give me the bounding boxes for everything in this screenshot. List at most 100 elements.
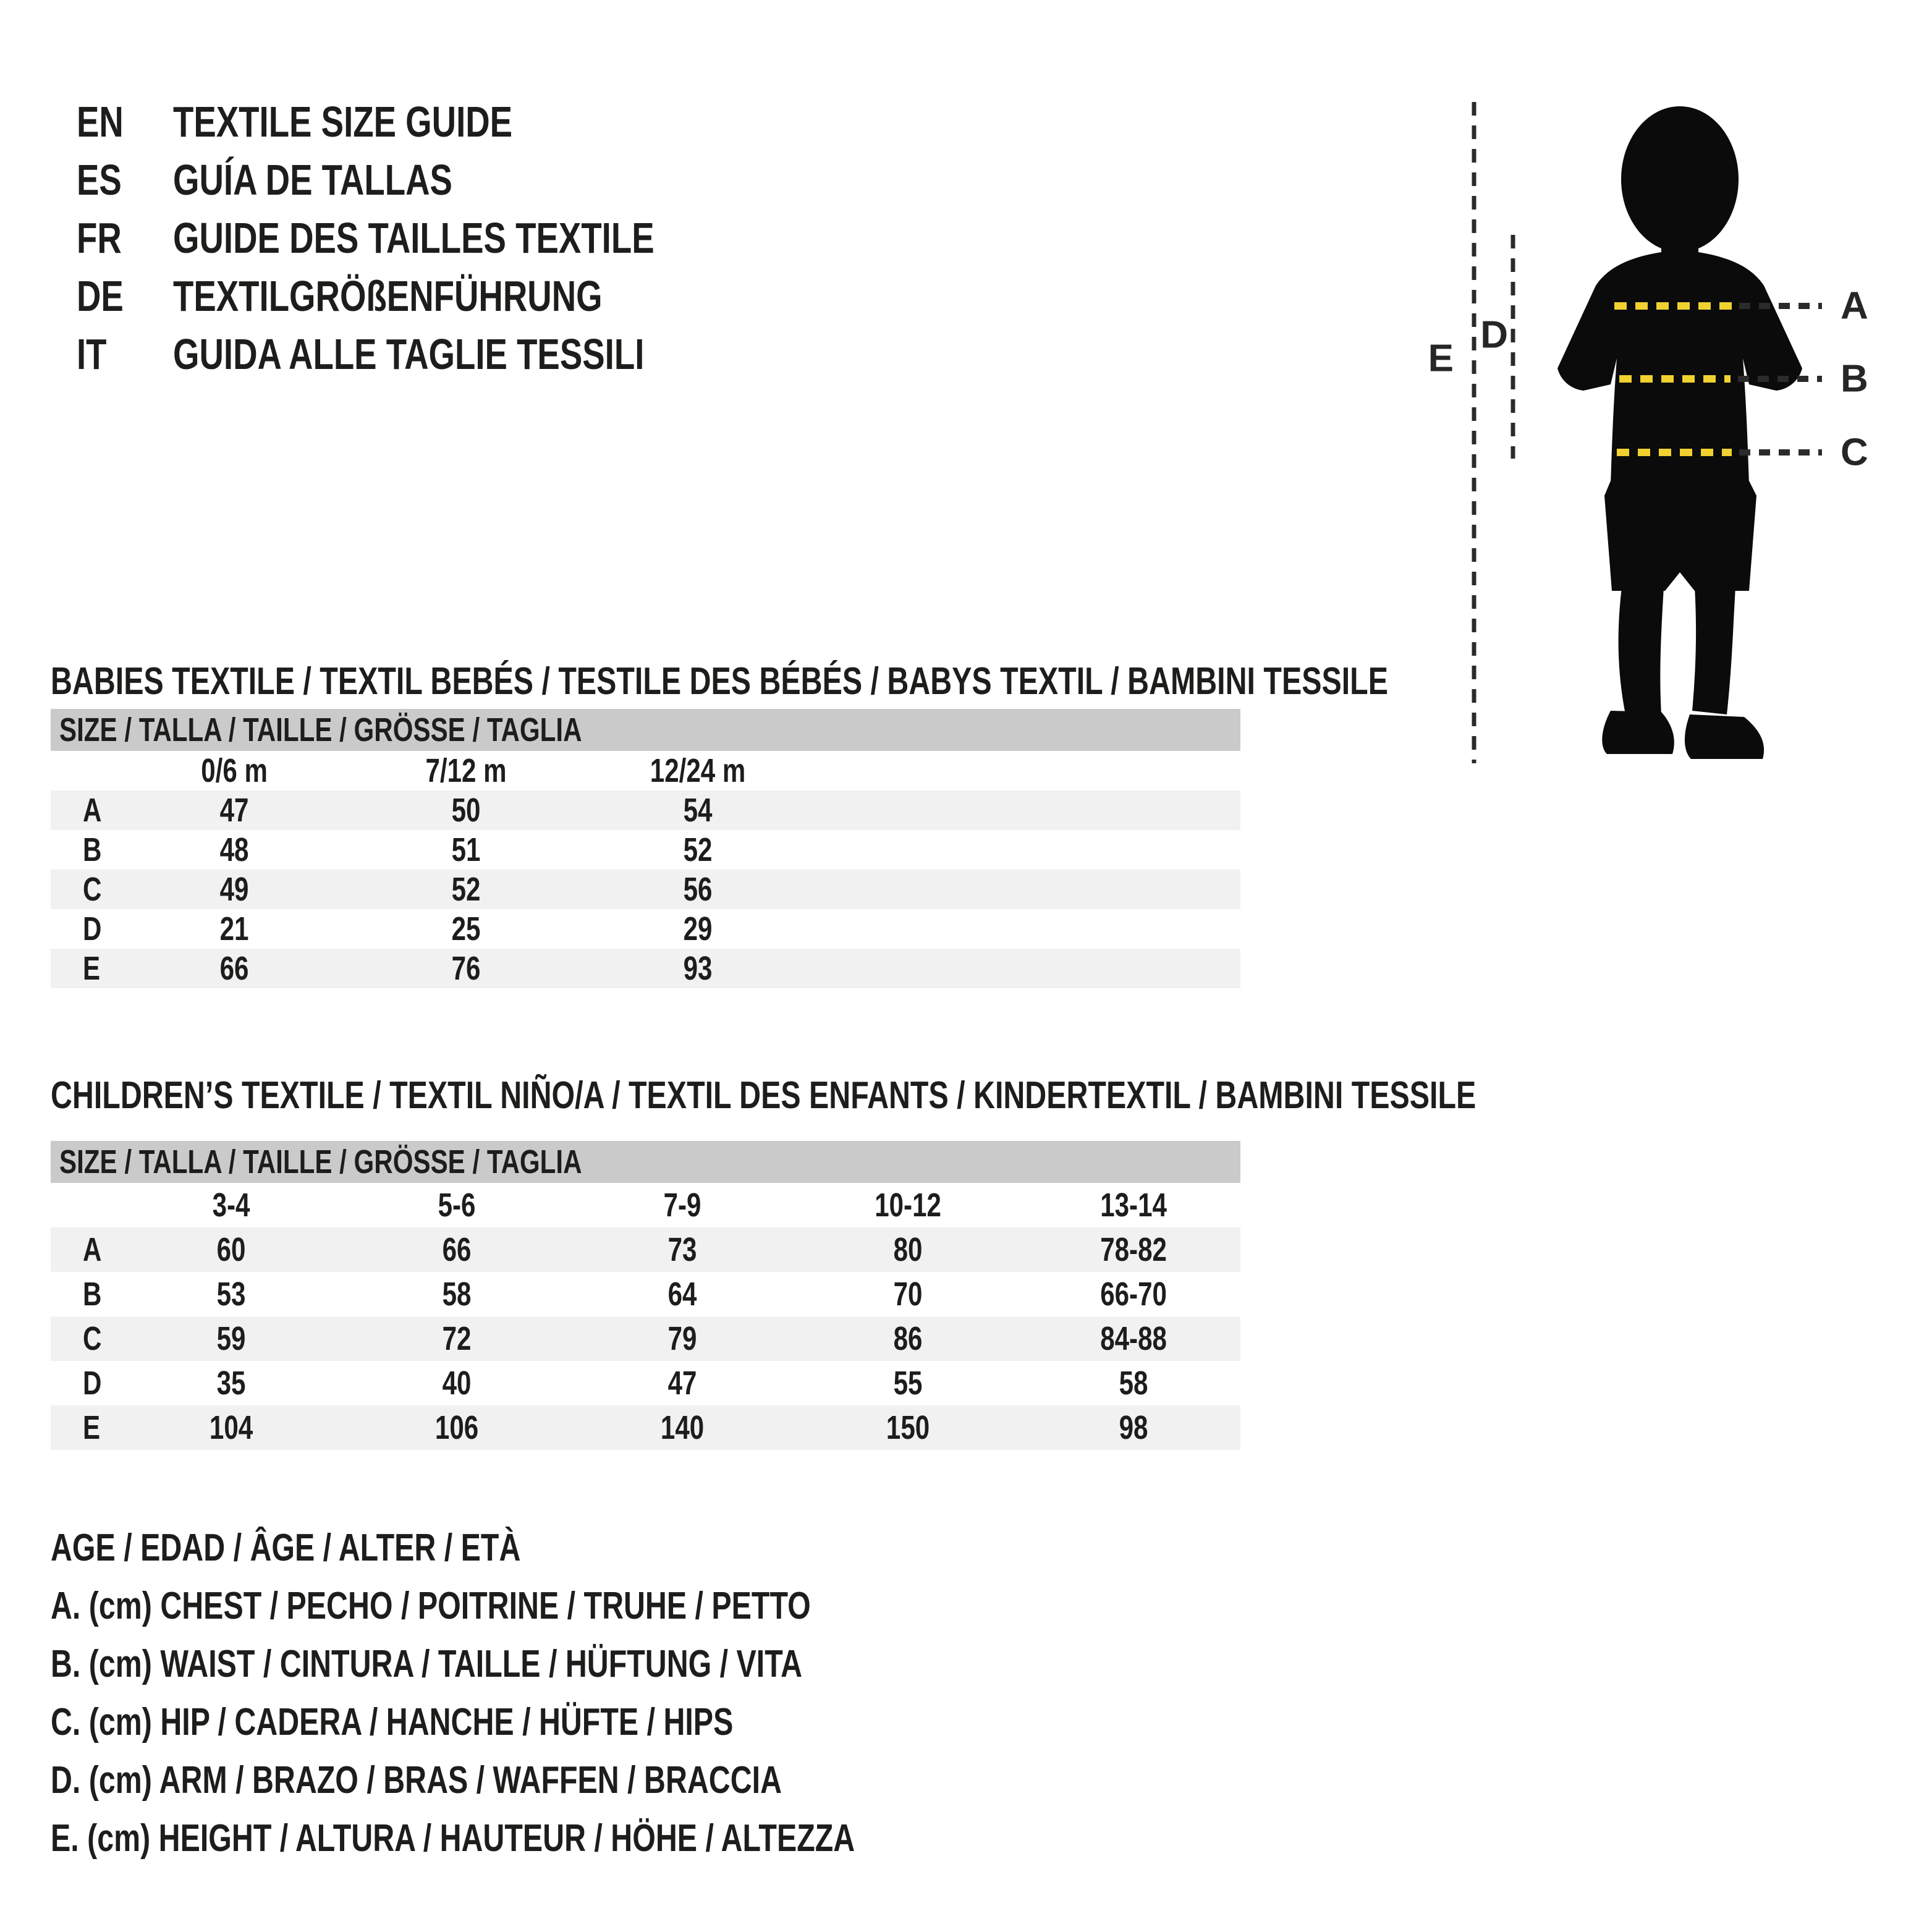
children-size-header-bar: SIZE / TALLA / TAILLE / GRÖSSE / TAGLIA [51, 1141, 1240, 1183]
lang-row-it: IT GUIDA ALLE TAGLIE TESSILI [77, 325, 790, 383]
table-row: C 49 52 56 [51, 870, 1240, 909]
cell-value: 59 [217, 1320, 246, 1357]
cell-value: 58 [443, 1276, 472, 1313]
cell-value: 73 [668, 1231, 697, 1268]
cell-value: 70 [894, 1276, 923, 1313]
lang-code-es: ES [77, 156, 122, 204]
cell-value: 93 [684, 950, 713, 987]
cell-value: 104 [210, 1409, 253, 1446]
row-label: E [83, 950, 101, 987]
table-row: B 48 51 52 [51, 830, 1240, 870]
children-size-header-text: SIZE / TALLA / TAILLE / GRÖSSE / TAGLIA [59, 1143, 582, 1180]
babies-column-header-row: 0/6 m 7/12 m 12/24 m [51, 751, 1240, 790]
legend-height: E. (cm) HEIGHT / ALTURA / HAUTEUR / HÖHE… [51, 1810, 1082, 1868]
children-section-heading: CHILDREN’S TEXTILE / TEXTIL NIÑO/A / TEX… [51, 1074, 1878, 1117]
cell-value: 48 [220, 831, 249, 868]
babies-heading-text: BABIES TEXTILE / TEXTIL BEBÉS / TESTILE … [51, 660, 1388, 703]
cell-value: 52 [452, 871, 481, 908]
cell-value: 53 [217, 1276, 246, 1313]
cell-value: 84-88 [1100, 1320, 1167, 1357]
cell-value: 49 [220, 871, 249, 908]
cell-value: 54 [684, 792, 713, 829]
cell-value: 40 [443, 1365, 472, 1402]
table-row: A 47 50 54 [51, 790, 1240, 830]
row-label: C [83, 1320, 102, 1357]
title-fr: GUIDE DES TAILLES TEXTILE [173, 214, 655, 262]
legend-arm-text: D. (cm) ARM / BRAZO / BRAS / WAFFEN / BR… [51, 1759, 782, 1802]
label-c: C [1841, 431, 1868, 474]
row-label: A [83, 792, 102, 829]
table-row: B 53 58 64 70 66-70 [51, 1272, 1240, 1316]
babies-size-header-text: SIZE / TALLA / TAILLE / GRÖSSE / TAGLIA [59, 711, 582, 748]
cell-value: 47 [668, 1365, 697, 1402]
cell-value: 47 [220, 792, 249, 829]
table-row: E 104 106 140 150 98 [51, 1405, 1240, 1450]
legend-waist-text: B. (cm) WAIST / CINTURA / TAILLE / HÜFTU… [51, 1643, 803, 1685]
lang-code-en: EN [77, 98, 124, 146]
cell-value: 29 [684, 910, 713, 947]
children-column-header-row: 3-4 5-6 7-9 10-12 13-14 [51, 1183, 1240, 1227]
cell-value: 51 [452, 831, 481, 868]
cell-value: 21 [220, 910, 249, 947]
cell-value: 80 [894, 1231, 923, 1268]
babies-size-header-bar: SIZE / TALLA / TAILLE / GRÖSSE / TAGLIA [51, 709, 1240, 751]
cell-value: 58 [1119, 1365, 1148, 1402]
children-col-5-6: 5-6 [438, 1187, 476, 1224]
cell-value: 76 [452, 950, 481, 987]
legend-chest: A. (cm) CHEST / PECHO / POITRINE / TRUHE… [51, 1577, 1082, 1635]
children-col-7-9: 7-9 [664, 1187, 701, 1224]
label-e: E [1428, 337, 1454, 380]
legend-waist: B. (cm) WAIST / CINTURA / TAILLE / HÜFTU… [51, 1635, 1082, 1693]
cell-value: 66-70 [1100, 1276, 1167, 1313]
title-es: GUÍA DE TALLAS [173, 156, 452, 204]
children-col-13-14: 13-14 [1100, 1187, 1167, 1224]
row-label: A [83, 1231, 102, 1268]
legend-arm: D. (cm) ARM / BRAZO / BRAS / WAFFEN / BR… [51, 1752, 1082, 1810]
lang-code-it: IT [77, 330, 107, 378]
cell-value: 55 [894, 1365, 923, 1402]
cell-value: 106 [435, 1409, 479, 1446]
table-row: D 21 25 29 [51, 909, 1240, 949]
babies-col-7-12m: 7/12 m [425, 752, 507, 789]
cell-value: 72 [443, 1320, 472, 1357]
title-en: TEXTILE SIZE GUIDE [173, 98, 513, 146]
lang-code-fr: FR [77, 214, 122, 262]
lang-row-fr: FR GUIDE DES TAILLES TEXTILE [77, 209, 790, 267]
cell-value: 60 [217, 1231, 246, 1268]
children-col-3-4: 3-4 [213, 1187, 250, 1224]
cell-value: 79 [668, 1320, 697, 1357]
cell-value: 56 [684, 871, 713, 908]
babies-corner-cell [51, 751, 119, 790]
babies-col-0-6m: 0/6 m [201, 752, 268, 789]
cell-value: 150 [886, 1409, 930, 1446]
row-label: E [83, 1409, 101, 1446]
row-label: B [83, 831, 102, 868]
cell-value: 66 [220, 950, 249, 987]
row-label: D [83, 1365, 102, 1402]
children-size-table: SIZE / TALLA / TAILLE / GRÖSSE / TAGLIA … [51, 1141, 1240, 1450]
child-silhouette-figure: A B C D E [1428, 102, 1868, 763]
table-row: C 59 72 79 86 84-88 [51, 1316, 1240, 1361]
table-row: A 60 66 73 80 78-82 [51, 1227, 1240, 1272]
lang-row-es: ES GUÍA DE TALLAS [77, 151, 790, 209]
children-corner-cell [51, 1183, 119, 1227]
label-b: B [1841, 358, 1868, 400]
table-row: E 66 76 93 [51, 949, 1240, 988]
cell-value: 64 [668, 1276, 697, 1313]
row-label: B [83, 1276, 102, 1313]
row-label: D [83, 910, 102, 947]
babies-col-12-24m: 12/24 m [650, 752, 746, 789]
measurement-legend: AGE / EDAD / ÂGE / ALTER / ETÀ A. (cm) C… [51, 1519, 1082, 1868]
children-heading-text: CHILDREN’S TEXTILE / TEXTIL NIÑO/A / TEX… [51, 1074, 1477, 1117]
lang-row-en: EN TEXTILE SIZE GUIDE [77, 93, 790, 151]
title-de: TEXTILGRÖßENFÜHRUNG [173, 272, 603, 320]
cell-value: 52 [684, 831, 713, 868]
language-title-list: EN TEXTILE SIZE GUIDE ES GUÍA DE TALLAS … [77, 93, 790, 383]
cell-value: 50 [452, 792, 481, 829]
cell-value: 140 [661, 1409, 705, 1446]
babies-section-heading: BABIES TEXTILE / TEXTIL BEBÉS / TESTILE … [51, 660, 1765, 703]
title-it: GUIDA ALLE TAGLIE TESSILI [173, 330, 645, 378]
label-d: D [1480, 314, 1508, 357]
cell-value: 78-82 [1100, 1231, 1167, 1268]
